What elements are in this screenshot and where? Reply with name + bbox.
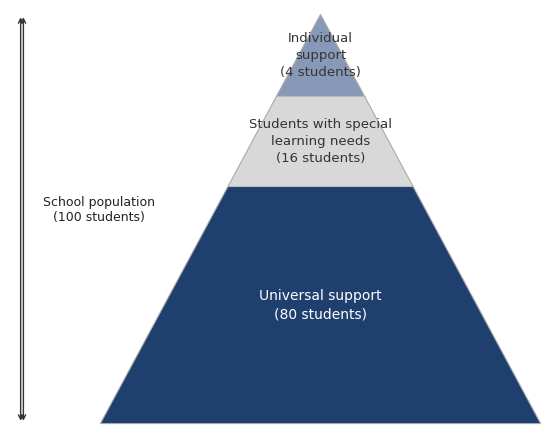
Text: Students with special
learning needs
(16 students): Students with special learning needs (16…: [249, 118, 392, 165]
Text: Individual
support
(4 students): Individual support (4 students): [280, 32, 361, 79]
Polygon shape: [276, 14, 364, 96]
Text: School population
(100 students): School population (100 students): [43, 196, 155, 224]
Polygon shape: [228, 96, 413, 186]
Polygon shape: [101, 186, 541, 424]
Text: Universal support
(80 students): Universal support (80 students): [259, 289, 382, 321]
